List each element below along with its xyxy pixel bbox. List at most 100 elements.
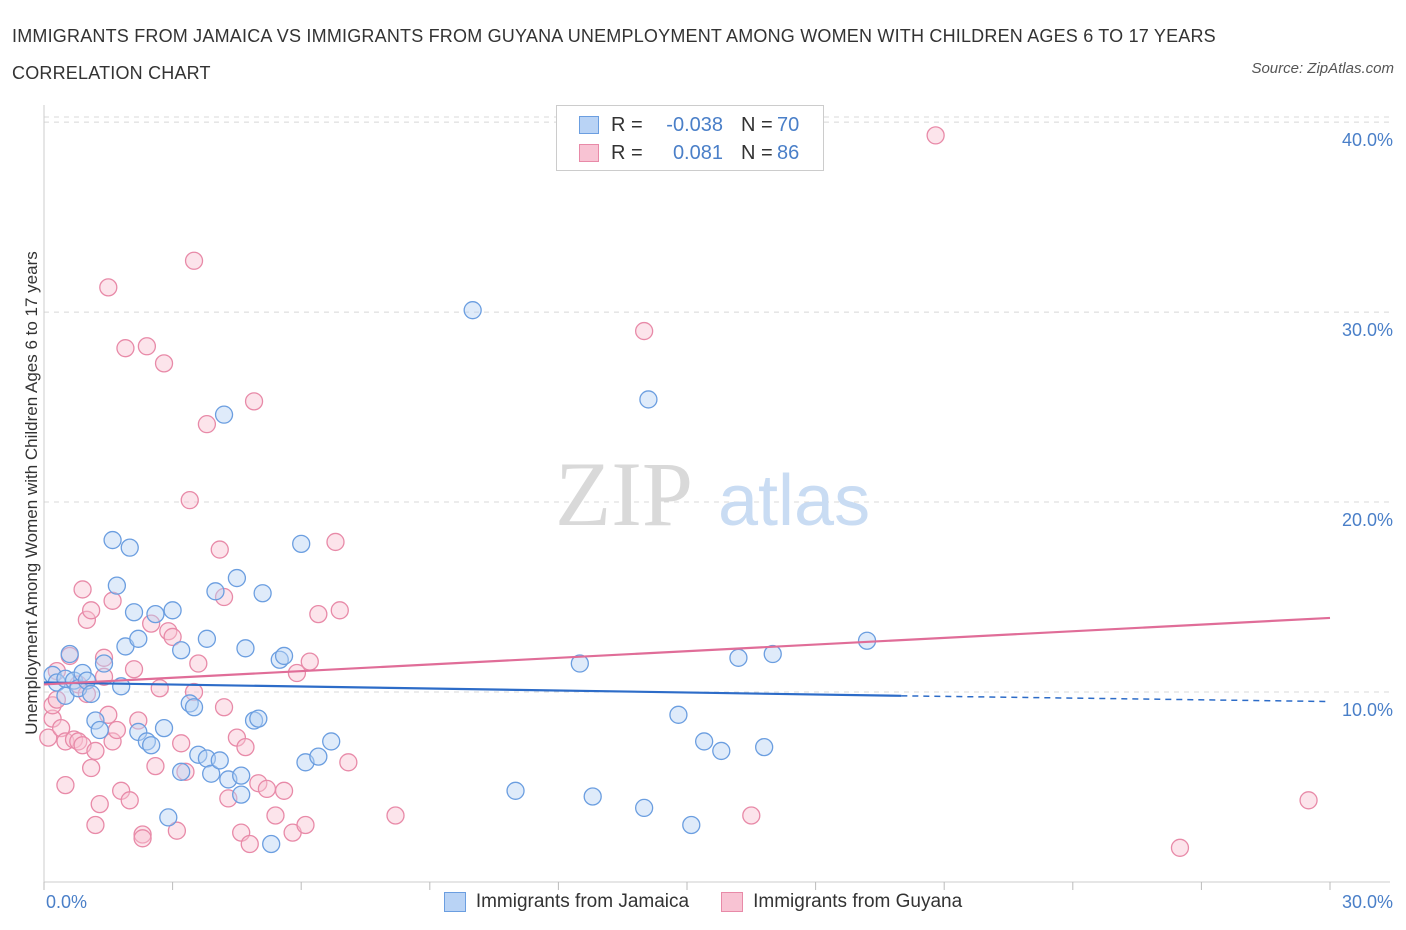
- guyana-point: [39, 728, 58, 747]
- jamaica-point: [146, 604, 165, 624]
- legend-n-label: N =: [741, 141, 773, 164]
- guyana-point: [214, 698, 234, 717]
- jamaica-point: [639, 390, 658, 409]
- y-tick-label: 40.0%: [1342, 130, 1393, 150]
- jamaica-point: [172, 641, 191, 660]
- jamaica-point: [184, 698, 204, 717]
- guyana-point: [82, 601, 101, 620]
- jamaica-point: [82, 684, 101, 704]
- series-legend-guyana: Immigrants from Guyana: [721, 891, 962, 913]
- legend-row-guyana: R = 0.081 N = 86: [579, 140, 799, 166]
- jamaica-point: [232, 785, 251, 804]
- stats-legend: R = -0.038 N = 70 R = 0.081 N = 86: [556, 105, 824, 171]
- jamaica-point: [94, 654, 114, 673]
- guyana-point: [86, 815, 105, 835]
- guyana-point: [56, 775, 75, 795]
- jamaica-point: [90, 720, 109, 740]
- jamaica-point: [129, 629, 148, 648]
- y-tick-label: 30.0%: [1342, 320, 1393, 340]
- guyana-point: [116, 339, 135, 358]
- guyana-point: [742, 806, 761, 825]
- x-tick-label: 0.0%: [46, 892, 87, 912]
- jamaica-point: [154, 718, 174, 738]
- guyana-point: [142, 614, 161, 633]
- legend-r-value: -0.038: [666, 113, 723, 136]
- trend-lines: [43, 616, 1331, 703]
- jamaica-point: [210, 751, 229, 770]
- jamaica-point: [232, 766, 251, 785]
- watermark-zip: ZIP: [555, 443, 693, 545]
- guyana-point: [103, 591, 122, 610]
- jamaica-point: [124, 603, 144, 622]
- guyana-point: [124, 660, 144, 679]
- legend-swatch-jamaica: [579, 116, 599, 134]
- series-label-jamaica: Immigrants from Jamaica: [475, 891, 690, 912]
- guyana-point: [339, 753, 358, 772]
- guyana-point: [926, 126, 945, 145]
- guyana-point: [73, 580, 92, 599]
- guyana-point: [163, 627, 182, 647]
- guyana-point: [180, 490, 199, 510]
- guyana-point: [296, 815, 315, 835]
- guyana-point: [150, 679, 169, 698]
- guyana-point: [236, 737, 255, 757]
- guyana-point: [154, 354, 174, 373]
- jamaica-point: [197, 629, 217, 648]
- trend-line-jamaica-extension: [901, 695, 1331, 703]
- guyana-point: [266, 806, 285, 825]
- jamaica-point: [103, 530, 122, 550]
- guyana-point: [634, 321, 654, 341]
- jamaica-point: [112, 677, 131, 696]
- jamaica-point: [159, 808, 178, 827]
- guyana-point: [326, 532, 345, 552]
- guyana-point: [1299, 791, 1318, 810]
- guyana-point: [176, 762, 195, 781]
- guyana-point: [94, 648, 114, 667]
- legend-swatch-guyana: [579, 144, 599, 162]
- y-tick-label: 20.0%: [1342, 510, 1393, 530]
- guyana-point: [244, 392, 264, 411]
- legend-n-label: N =: [741, 113, 773, 136]
- jamaica-point: [253, 584, 272, 603]
- legend-n-value: 70: [777, 113, 800, 136]
- series-legend: Immigrants from Jamaica Immigrants from …: [0, 889, 1406, 915]
- jamaica-point: [86, 711, 105, 730]
- series-label-guyana: Immigrants from Guyana: [753, 891, 963, 912]
- axes: [43, 105, 1390, 890]
- jamaica-point: [309, 747, 328, 766]
- series-legend-jamaica: Immigrants from Jamaica: [443, 891, 690, 913]
- jamaica-point: [227, 568, 247, 588]
- jamaica-point: [570, 654, 589, 673]
- jamaica-point: [506, 781, 525, 800]
- chart-title: IMMIGRANTS FROM JAMAICA VS IMMIGRANTS FR…: [12, 26, 1216, 83]
- guyana-point: [189, 654, 208, 673]
- jamaica-point: [583, 787, 602, 806]
- trend-line-jamaica: [43, 681, 902, 697]
- guyana-point: [309, 604, 328, 624]
- tick-labels: 10.0% 20.0% 30.0% 40.0% 0.0% 30.0%: [46, 130, 1393, 912]
- jamaica-point: [262, 834, 281, 854]
- guyana-point: [274, 781, 294, 800]
- jamaica-point: [214, 405, 234, 424]
- guyana-point: [1170, 838, 1190, 857]
- guyana-point: [210, 540, 229, 559]
- jamaica-point: [236, 639, 255, 658]
- jamaica-point: [107, 576, 127, 595]
- series-swatch-guyana: [721, 892, 744, 912]
- guyana-point: [133, 829, 152, 848]
- guyana-point: [184, 682, 204, 702]
- jamaica-point: [202, 764, 221, 783]
- guyana-point: [197, 415, 217, 434]
- legend-row-jamaica: R = -0.038 N = 70: [579, 112, 799, 138]
- jamaica-point: [60, 644, 79, 664]
- jamaica-point: [163, 601, 182, 620]
- source-label: Source: ZipAtlas.com: [1251, 60, 1394, 77]
- legend-r-label: R =: [611, 141, 643, 164]
- guyana-point: [240, 834, 259, 854]
- jamaica-point: [682, 815, 701, 835]
- guyana-point: [257, 779, 277, 799]
- jamaica-point: [755, 737, 774, 757]
- series-swatch-jamaica: [443, 892, 466, 912]
- legend-n-value: 86: [777, 141, 800, 164]
